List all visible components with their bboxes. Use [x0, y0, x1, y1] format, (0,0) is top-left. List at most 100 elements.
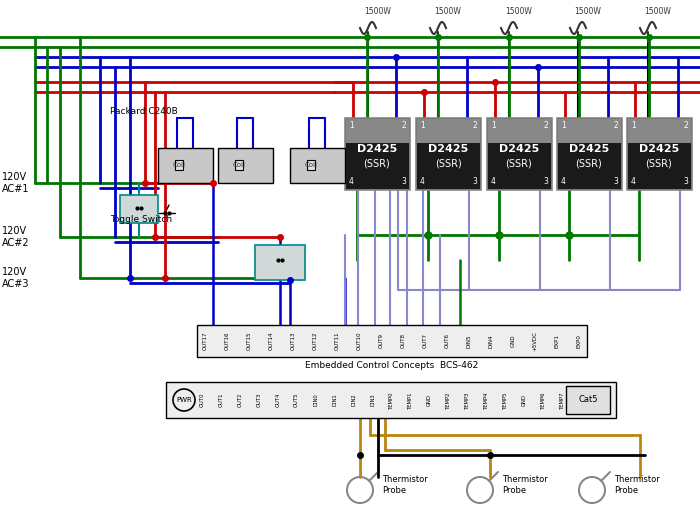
Text: 1: 1 [420, 121, 425, 131]
Text: TEMP3: TEMP3 [465, 391, 470, 409]
Text: D2425: D2425 [357, 144, 397, 154]
Text: DIN5: DIN5 [466, 334, 472, 348]
Text: 3: 3 [613, 177, 618, 186]
Text: 1500W: 1500W [505, 8, 532, 17]
Text: D2425: D2425 [428, 144, 468, 154]
Text: EXP1: EXP1 [554, 334, 559, 348]
Text: OUT10: OUT10 [356, 332, 361, 350]
Bar [628, 143, 691, 189]
Bar [417, 143, 480, 189]
Text: OUT8: OUT8 [400, 333, 405, 348]
Text: 1500W: 1500W [574, 8, 601, 17]
Text: 1: 1 [561, 121, 566, 131]
Text: (SSR): (SSR) [645, 159, 673, 169]
Bar [487, 118, 552, 190]
Bar [235, 160, 243, 170]
Bar [416, 118, 481, 190]
Text: 1: 1 [349, 121, 354, 131]
Text: 4: 4 [561, 177, 566, 186]
Text: 2: 2 [473, 121, 477, 131]
Text: D2425: D2425 [639, 144, 679, 154]
Text: Embedded Control Concepts  BCS-462: Embedded Control Concepts BCS-462 [305, 361, 479, 369]
Bar [175, 160, 183, 170]
Text: OUT17: OUT17 [202, 332, 207, 350]
Text: Packard C240B: Packard C240B [110, 107, 178, 117]
Text: (SSR): (SSR) [575, 159, 603, 169]
Text: GND: GND [427, 394, 432, 406]
Text: 4: 4 [491, 177, 496, 186]
Text: Coil: Coil [232, 162, 246, 168]
Text: PWR: PWR [176, 397, 192, 403]
Text: DIN1: DIN1 [332, 394, 337, 407]
Text: 4: 4 [631, 177, 636, 186]
Text: EXP0: EXP0 [577, 334, 582, 348]
Text: Thermistor
Probe: Thermistor Probe [382, 475, 428, 495]
Text: D2425: D2425 [569, 144, 609, 154]
Text: OUT5: OUT5 [294, 393, 299, 407]
Bar [120, 195, 158, 223]
Text: TEMP0: TEMP0 [389, 391, 394, 409]
Text: TEMP1: TEMP1 [408, 391, 413, 409]
Text: Cat5: Cat5 [578, 395, 598, 405]
Bar [158, 148, 213, 183]
Text: GND: GND [510, 335, 515, 347]
Text: DIN2: DIN2 [351, 394, 356, 407]
Text: 4: 4 [349, 177, 354, 186]
Text: TEMP2: TEMP2 [446, 391, 451, 409]
Text: OUT1: OUT1 [218, 393, 223, 407]
Bar [346, 143, 409, 189]
Text: (SSR): (SSR) [363, 159, 391, 169]
Text: OUT0: OUT0 [199, 393, 204, 407]
Bar [290, 148, 345, 183]
Text: Toggle Switch: Toggle Switch [110, 216, 172, 224]
Text: 4: 4 [420, 177, 425, 186]
Text: TEMP6: TEMP6 [540, 391, 545, 409]
Text: 1: 1 [491, 121, 496, 131]
Text: Thermistor
Probe: Thermistor Probe [614, 475, 659, 495]
Bar [255, 245, 305, 280]
Text: OUT15: OUT15 [246, 332, 251, 350]
Bar [345, 118, 410, 190]
Text: OUT13: OUT13 [290, 332, 295, 350]
Text: TEMP7: TEMP7 [559, 391, 564, 409]
Bar [417, 119, 480, 143]
Bar [627, 118, 692, 190]
Text: OUT12: OUT12 [312, 332, 318, 350]
Text: DIN3: DIN3 [370, 394, 375, 406]
Bar [557, 118, 622, 190]
Text: 3: 3 [472, 177, 477, 186]
Text: OUT4: OUT4 [275, 393, 280, 407]
Bar [558, 143, 621, 189]
Bar [628, 119, 691, 143]
Text: 2: 2 [543, 121, 548, 131]
Text: 120V
AC#2: 120V AC#2 [2, 226, 29, 248]
Text: 3: 3 [543, 177, 548, 186]
Text: 3: 3 [401, 177, 406, 186]
Text: 2: 2 [401, 121, 406, 131]
Text: 1500W: 1500W [434, 8, 461, 17]
Text: OUT2: OUT2 [237, 393, 242, 407]
Text: (SSR): (SSR) [435, 159, 461, 169]
Text: Coil: Coil [304, 162, 318, 168]
Text: OUT11: OUT11 [335, 332, 339, 350]
Text: DIN0: DIN0 [313, 394, 319, 407]
Bar [566, 386, 610, 414]
Text: 1500W: 1500W [644, 8, 671, 17]
Text: 3: 3 [683, 177, 688, 186]
Bar [558, 119, 621, 143]
Text: OUT14: OUT14 [269, 332, 274, 350]
Bar [346, 119, 409, 143]
Text: 120V
AC#1: 120V AC#1 [2, 172, 29, 194]
Text: OUT16: OUT16 [225, 332, 230, 350]
Text: OUT9: OUT9 [379, 333, 384, 348]
Text: 1500W: 1500W [364, 8, 391, 17]
Text: TEMP4: TEMP4 [484, 391, 489, 409]
Bar [307, 160, 315, 170]
Text: DIN4: DIN4 [489, 334, 493, 348]
Text: 2: 2 [683, 121, 688, 131]
Bar [166, 382, 616, 418]
Text: (SSR): (SSR) [505, 159, 533, 169]
Text: GND: GND [522, 394, 526, 406]
Bar [218, 148, 273, 183]
Bar [488, 143, 551, 189]
